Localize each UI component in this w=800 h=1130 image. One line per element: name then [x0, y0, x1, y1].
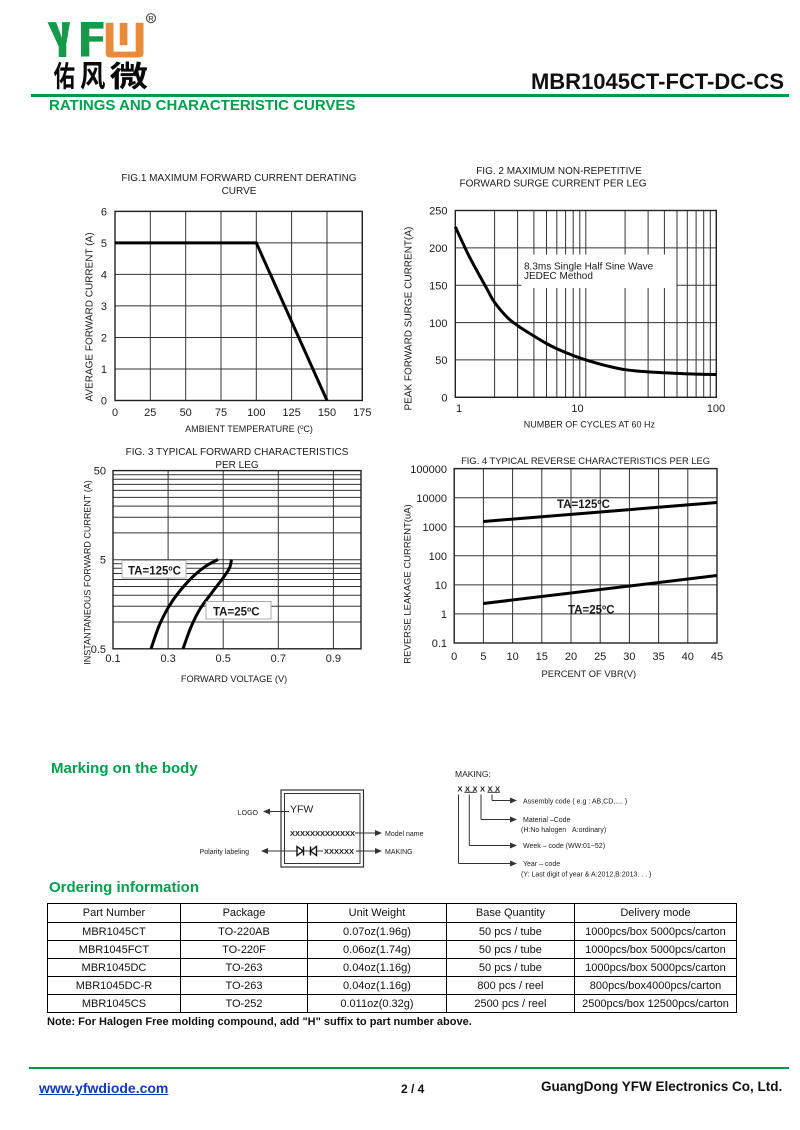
svg-text:X: X	[465, 785, 470, 794]
svg-text:5: 5	[480, 651, 486, 663]
svg-text:REVERSE LEAKAGE CURRENT(uA): REVERSE LEAKAGE CURRENT(uA)	[403, 504, 414, 663]
svg-text:R: R	[148, 14, 154, 23]
svg-text:4: 4	[101, 270, 107, 282]
svg-text:1000: 1000	[423, 522, 447, 534]
svg-text:150: 150	[318, 407, 336, 419]
svg-text:5: 5	[101, 238, 107, 250]
svg-text:50: 50	[94, 466, 106, 478]
svg-text:50: 50	[435, 355, 447, 367]
svg-text:1: 1	[441, 609, 447, 621]
svg-text:Material –Code: Material –Code	[523, 817, 571, 824]
svg-text:(H:No halogen A:ordinary): (H:No halogen A:ordinary)	[521, 827, 606, 834]
svg-text:0.9: 0.9	[326, 653, 341, 665]
svg-text:100: 100	[429, 551, 447, 563]
svg-text:JEDEC Method: JEDEC Method	[524, 271, 593, 282]
svg-text:5: 5	[100, 555, 106, 567]
svg-text:6: 6	[101, 207, 107, 219]
svg-text:Polarity labeling: Polarity labeling	[200, 849, 250, 856]
svg-text:45: 45	[711, 651, 723, 663]
svg-text:FIG. 2 MAXIMUM NON-REPETITIVE: FIG. 2 MAXIMUM NON-REPETITIVE	[476, 166, 642, 177]
svg-text:0.5: 0.5	[216, 653, 231, 665]
svg-text:100: 100	[707, 403, 725, 415]
svg-text:PERCENT OF VBR(V): PERCENT OF VBR(V)	[541, 668, 636, 679]
svg-text:MAKING:: MAKING:	[455, 769, 491, 779]
svg-text:CURVE: CURVE	[222, 186, 257, 197]
svg-text:X: X	[495, 785, 500, 794]
svg-text:TA=125oC: TA=125oC	[128, 566, 181, 578]
svg-text:1: 1	[456, 403, 462, 415]
svg-text:INSTANTANEOUS FORWARD CURRENT: INSTANTANEOUS FORWARD CURRENT (A)	[83, 480, 93, 665]
svg-text:0: 0	[101, 396, 107, 408]
svg-text:1: 1	[101, 364, 107, 376]
svg-text:LOGO: LOGO	[238, 810, 259, 817]
svg-text:100000: 100000	[410, 464, 447, 476]
svg-text:PEAK FORWARD SURGE CURRENT(A): PEAK FORWARD SURGE CURRENT(A)	[404, 227, 415, 411]
svg-text:NUMBER OF CYCLES AT 60 Hz: NUMBER OF CYCLES AT 60 Hz	[524, 420, 656, 430]
svg-text:10000: 10000	[416, 493, 447, 505]
svg-text:0: 0	[441, 393, 447, 405]
svg-text:XXXXXX: XXXXXX	[324, 847, 354, 856]
svg-text:15: 15	[536, 651, 548, 663]
svg-text:(Y: Last digit of year & A:201: (Y: Last digit of year & A:2012,B:2013. …	[521, 872, 651, 879]
svg-text:100: 100	[247, 407, 265, 419]
svg-text:0: 0	[451, 651, 457, 663]
svg-text:FORWARD VOLTAGE (V): FORWARD VOLTAGE (V)	[181, 674, 287, 684]
svg-text:50: 50	[180, 407, 192, 419]
svg-text:175: 175	[353, 407, 371, 419]
svg-text:FIG. 3 TYPICAL FORWARD CHARACT: FIG. 3 TYPICAL FORWARD CHARACTERISTICS	[126, 447, 349, 458]
svg-text:YFW: YFW	[290, 804, 313, 816]
svg-text:X: X	[480, 785, 485, 794]
svg-text:XXXXXXXXXXXXX: XXXXXXXXXXXXX	[290, 829, 355, 838]
svg-text:25: 25	[594, 651, 606, 663]
svg-text:200: 200	[429, 243, 447, 255]
svg-text:Year – code: Year – code	[523, 861, 560, 868]
svg-text:10: 10	[506, 651, 518, 663]
svg-text:40: 40	[682, 651, 694, 663]
svg-text:0.1: 0.1	[432, 638, 447, 650]
svg-text:TA=25oC: TA=25oC	[568, 605, 615, 617]
svg-text:AMBIENT TEMPERATURE (oC): AMBIENT TEMPERATURE (oC)	[185, 424, 313, 434]
svg-text:2: 2	[101, 333, 107, 345]
svg-text:X: X	[458, 785, 463, 794]
svg-text:MAKING: MAKING	[385, 849, 413, 856]
svg-text:8.3ms Single Half Sine Wave: 8.3ms Single Half Sine Wave	[524, 262, 654, 273]
svg-text:FIG. 4 TYPICAL REVERSE CHARACT: FIG. 4 TYPICAL REVERSE CHARACTERISTICS P…	[461, 455, 710, 466]
svg-text:AVERAGE FORWARD CURRENT (A): AVERAGE FORWARD CURRENT (A)	[84, 232, 95, 401]
svg-text:FORWARD SURGE CURRENT PER LEG: FORWARD SURGE CURRENT PER LEG	[459, 179, 646, 190]
svg-text:TA=25oC: TA=25oC	[213, 607, 260, 619]
svg-text:X: X	[473, 785, 478, 794]
svg-text:35: 35	[652, 651, 664, 663]
svg-text:X: X	[488, 785, 493, 794]
svg-text:25: 25	[144, 407, 156, 419]
svg-text:10: 10	[571, 403, 583, 415]
svg-text:Model name: Model name	[385, 831, 424, 838]
svg-text:TA=125oC: TA=125oC	[557, 499, 610, 511]
svg-text:0: 0	[112, 407, 118, 419]
svg-text:3: 3	[101, 301, 107, 313]
svg-text:FIG.1 MAXIMUM FORWARD CURRENT: FIG.1 MAXIMUM FORWARD CURRENT DERATING	[121, 173, 356, 184]
svg-text:0.7: 0.7	[271, 653, 286, 665]
svg-text:75: 75	[215, 407, 227, 419]
svg-text:Assembly code ( e.g : AB,CD,..: Assembly code ( e.g : AB,CD,.... )	[523, 799, 627, 806]
svg-text:125: 125	[282, 407, 300, 419]
svg-text:20: 20	[565, 651, 577, 663]
svg-text:250: 250	[429, 206, 447, 218]
svg-text:0.5: 0.5	[91, 644, 106, 656]
svg-text:100: 100	[429, 318, 447, 330]
svg-text:10: 10	[435, 580, 447, 592]
svg-text:PER LEG: PER LEG	[215, 460, 259, 471]
svg-text:0.1: 0.1	[105, 653, 120, 665]
svg-text:30: 30	[623, 651, 635, 663]
svg-text:Week – code (WW:01~52): Week – code (WW:01~52)	[523, 843, 605, 850]
svg-text:0.3: 0.3	[160, 653, 175, 665]
svg-text:150: 150	[429, 280, 447, 292]
